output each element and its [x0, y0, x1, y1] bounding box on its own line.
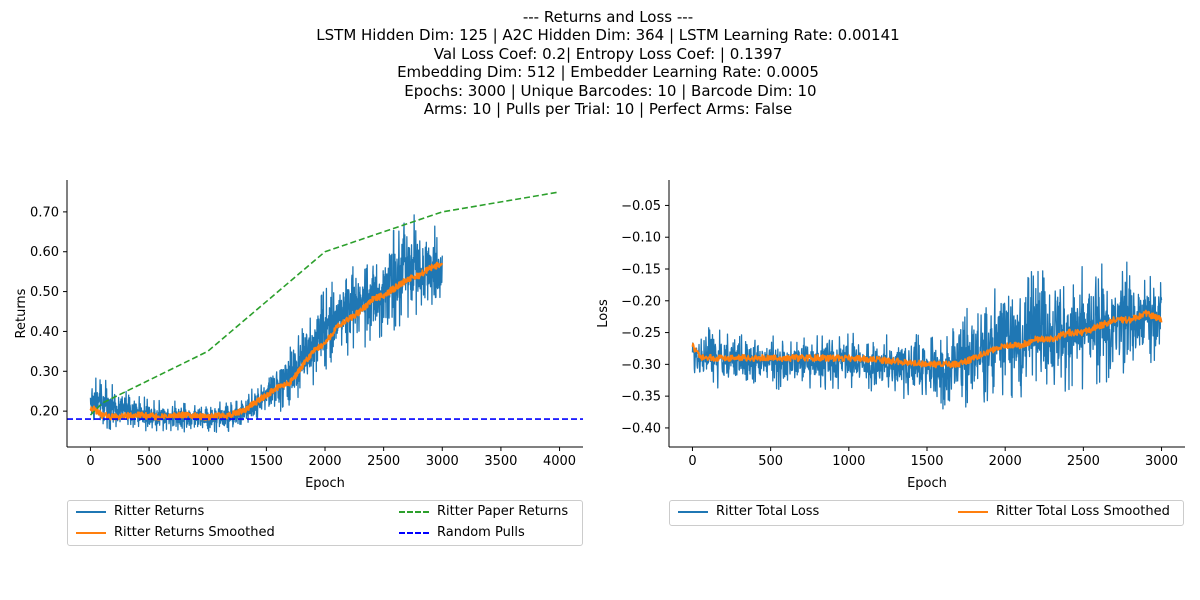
title-line: Arms: 10 | Pulls per Trial: 10 | Perfect…	[423, 100, 793, 119]
x-axis-label: Epoch	[305, 476, 345, 491]
legend-swatch	[678, 511, 708, 513]
legend-label: Ritter Total Loss	[716, 504, 820, 519]
loss-chart: 0 500 1000 1500 2000 2500 3000 −0.40 −0.35 −0.30 −…	[596, 180, 1185, 491]
legend-label: Ritter Returns	[114, 504, 205, 519]
legend-swatch	[76, 511, 106, 513]
y-tick-label: −0.30	[621, 358, 661, 373]
x-tick-label: 2500	[1067, 454, 1100, 469]
ritter-total-loss-smoothed-line	[691, 309, 1163, 369]
x-tick-label: 3500	[484, 454, 517, 469]
y-tick-label: −0.35	[621, 390, 661, 405]
plot-area	[691, 261, 1163, 410]
y-axis-label: Returns	[14, 288, 29, 338]
title-line: Val Loss Coef: 0.2| Entropy Loss Coef: |…	[433, 44, 783, 63]
x-tick-label: 1000	[832, 454, 865, 469]
figure-title: --- Returns and Loss --- LSTM Hidden Dim…	[0, 8, 1200, 118]
ritter-returns-line	[89, 214, 443, 433]
x-tick-label: 1500	[910, 454, 943, 469]
x-tick-label: 1000	[191, 454, 224, 469]
x-axis-label: Epoch	[907, 476, 947, 491]
title-line: LSTM Hidden Dim: 125 | A2C Hidden Dim: 3…	[316, 26, 900, 45]
legend-swatch	[76, 532, 106, 534]
x-tick-label: 2000	[989, 454, 1022, 469]
ritter-returns-smoothed-line	[89, 261, 444, 421]
y-tick-label: −0.10	[621, 231, 661, 246]
x-tick-label: 0	[688, 454, 696, 469]
legend-label: Random Pulls	[437, 525, 525, 540]
title-line: Embedding Dim: 512 | Embedder Learning R…	[397, 63, 819, 82]
legend-label: Ritter Total Loss Smoothed	[996, 504, 1170, 519]
legend-label: Ritter Returns Smoothed	[114, 525, 275, 540]
legend-swatch	[958, 511, 988, 513]
x-tick-label: 1500	[250, 454, 283, 469]
x-tick-label: 3000	[426, 454, 459, 469]
x-tick-label: 500	[137, 454, 162, 469]
y-tick-label: 0.20	[30, 405, 59, 420]
x-tick-label: 4000	[543, 454, 576, 469]
y-tick-label: −0.20	[621, 294, 661, 309]
returns-legend: Ritter Returns Ritter Returns Smoothed R…	[67, 500, 583, 546]
y-tick-label: −0.40	[621, 421, 661, 436]
y-tick-label: 0.40	[30, 325, 59, 340]
ritter-total-loss-line	[691, 261, 1163, 410]
x-tick-label: 3000	[1145, 454, 1178, 469]
legend-swatch	[399, 532, 429, 534]
title-line: Epochs: 3000 | Unique Barcodes: 10 | Bar…	[399, 81, 817, 100]
legend-label: Ritter Paper Returns	[437, 504, 569, 519]
x-tick-label: 2000	[308, 454, 341, 469]
y-tick-label: 0.60	[30, 245, 59, 260]
y-tick-label: −0.05	[621, 199, 661, 214]
legend-swatch	[399, 511, 429, 513]
x-tick-label: 2500	[367, 454, 400, 469]
y-tick-label: 0.50	[30, 285, 59, 300]
y-tick-label: −0.15	[621, 263, 661, 278]
ritter-paper-returns-line	[89, 191, 560, 416]
y-tick-label: −0.25	[621, 326, 661, 341]
y-tick-label: 0.70	[30, 205, 59, 220]
returns-chart: 0 500 1000 1500 2000 2500 3000 3500 4000 0.20 0.30…	[14, 180, 583, 491]
x-tick-label: 500	[758, 454, 783, 469]
plot-area	[67, 191, 583, 433]
x-tick-label: 0	[86, 454, 94, 469]
title-line: --- Returns and Loss ---	[522, 8, 694, 26]
loss-legend: Ritter Total Loss Ritter Total Loss Smoo…	[669, 500, 1184, 526]
y-axis-label: Loss	[596, 299, 611, 328]
y-tick-label: 0.30	[30, 365, 59, 380]
